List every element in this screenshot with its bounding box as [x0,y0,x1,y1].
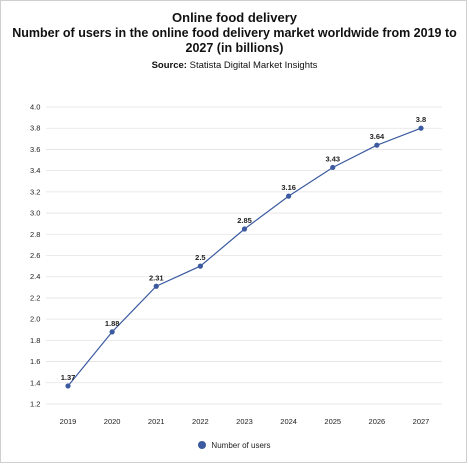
y-tick-label: 3.2 [30,187,40,196]
source-label: Source: [151,60,187,71]
y-tick-label: 3.8 [30,124,40,133]
y-tick-label: 1.4 [30,378,40,387]
data-label: 3.16 [281,183,296,192]
data-point [197,263,203,269]
legend-marker [198,441,207,449]
data-label: 3.43 [325,154,340,163]
y-tick-label: 3.4 [30,166,40,175]
y-tick-label: 2.0 [30,315,40,324]
x-tick-label: 2020 [104,417,121,426]
data-label: 1.88 [105,319,120,328]
data-label: 2.5 [195,253,205,262]
x-tick-label: 2021 [148,417,165,426]
data-point [65,383,71,389]
source-value: Statista Digital Market Insights [189,60,318,71]
data-point [418,125,424,131]
y-tick-label: 2.2 [30,293,40,302]
data-point [109,329,115,335]
chart-title: Online food delivery [172,10,297,25]
data-label: 2.31 [149,273,164,282]
data-point [330,164,336,171]
data-label: 2.85 [237,216,252,225]
chart-header: Online food delivery Number of users in … [0,10,469,72]
x-tick-label: 2025 [324,417,341,426]
data-label: 1.37 [61,373,76,382]
series-line [67,127,422,387]
y-tick-label: 3.6 [30,145,40,154]
data-label: 3.64 [370,132,385,141]
x-tick-label: 2022 [192,417,209,426]
legend-label: Number of users [211,441,271,450]
y-tick-label: 1.2 [30,400,40,409]
data-point [241,226,248,232]
data-label: 3.8 [416,115,426,124]
y-tick-label: 2.4 [30,272,40,281]
x-tick-label: 2024 [280,417,297,426]
y-tick-label: 3.0 [30,209,40,218]
x-tick-label: 2023 [236,417,253,426]
chart-subtitle: Number of users in the online food deliv… [12,26,457,55]
x-tick-label: 2026 [369,417,386,426]
chart-legend: Number of users [0,441,469,450]
data-point [286,193,292,199]
y-tick-label: 2.6 [30,251,40,260]
data-point [153,283,159,289]
y-tick-label: 1.6 [30,357,40,366]
x-tick-label: 2019 [60,417,77,426]
y-tick-label: 4.0 [30,103,40,112]
x-tick-label: 2027 [413,417,430,426]
chart-source: Source: Statista Digital Market Insights [0,60,469,72]
y-tick-label: 1.8 [30,336,40,345]
data-point [374,142,380,148]
y-tick-label: 2.8 [30,230,40,239]
